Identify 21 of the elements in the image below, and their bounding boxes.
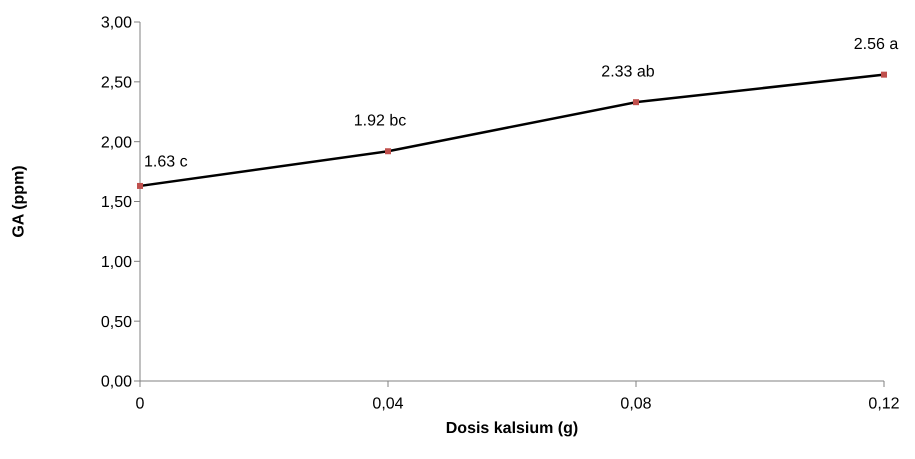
y-axis-title: GA (ppm) [10,165,28,238]
data-label: 1.92 bc [354,112,406,130]
x-tick-label: 0,08 [620,395,652,412]
data-label: 2.33 ab [601,64,655,81]
y-tick-label: 2,00 [100,134,132,152]
y-tick-label: 1,00 [100,254,132,272]
y-tick-label: 1,50 [100,194,132,212]
y-tick-label: 0,00 [100,374,132,391]
data-label: 2.56 a [854,36,898,54]
y-tick-label: 0,50 [100,314,132,331]
y-tick-label: 3,00 [100,14,132,32]
point [385,148,391,154]
point [881,72,887,78]
data-label: 1.63 c [144,153,188,170]
point [137,182,143,189]
x-tick-label: 0 [136,395,145,412]
x-tick-label: 0,04 [372,395,404,412]
y-tick-label: 2,50 [100,74,132,92]
x-tick-label: 0,12 [868,395,900,412]
x-axis-title: Dosis kalsium (g) [446,420,578,437]
point [633,99,639,106]
